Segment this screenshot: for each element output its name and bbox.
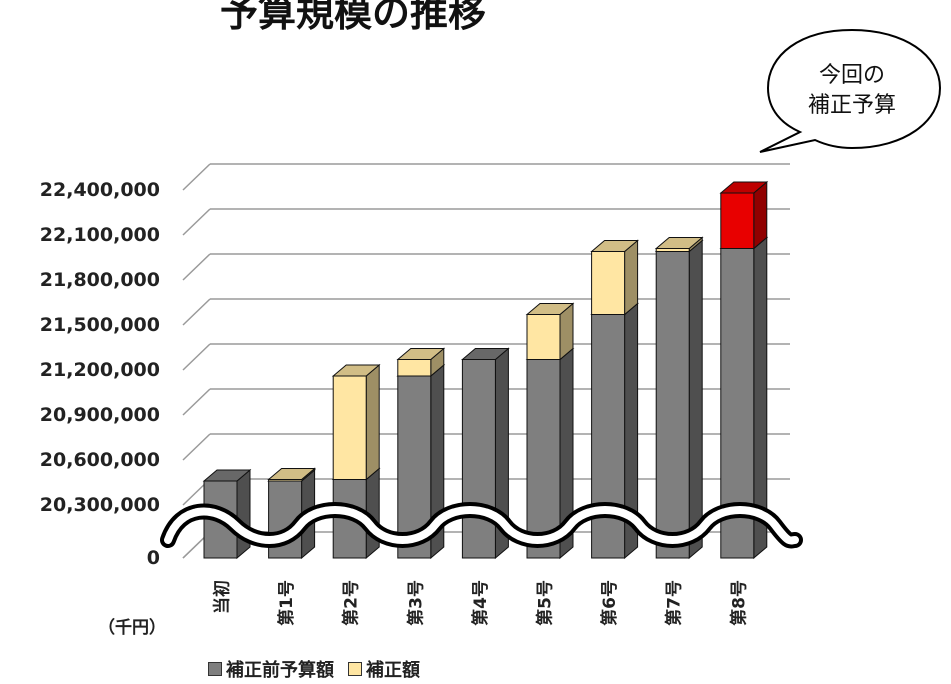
legend-item-base: 補正前予算額	[208, 656, 334, 682]
gridline-side	[182, 253, 211, 281]
bar-added	[591, 251, 626, 315]
x-tick-label: 第7号	[664, 580, 685, 626]
bar-base-side	[688, 239, 703, 560]
gridline-side	[182, 163, 211, 191]
legend-label-added: 補正額	[366, 660, 420, 681]
bar-base-side	[236, 468, 251, 560]
x-tick-label: 第1号	[276, 580, 297, 626]
bar-added	[268, 479, 303, 482]
legend-swatch-base	[208, 662, 222, 676]
legend-item-added: 補正額	[348, 656, 420, 682]
gridline-side	[182, 343, 211, 371]
y-tick-label: 21,500,000	[40, 314, 160, 336]
y-tick-label: 20,900,000	[40, 404, 160, 426]
legend-swatch-added	[348, 662, 362, 676]
bar-added-side	[365, 363, 380, 481]
bar-base	[655, 251, 690, 559]
chart-legend: 補正前予算額 補正額	[208, 656, 420, 682]
y-tick-label: 21,800,000	[40, 269, 160, 291]
gridline-side	[182, 208, 211, 236]
x-tick-label: 第8号	[728, 580, 749, 626]
bar-base	[461, 359, 496, 559]
bar-added-side	[624, 239, 639, 316]
chart-title: 予算規模の推移	[220, 0, 487, 35]
bar-added	[332, 375, 367, 480]
bar-added	[397, 359, 432, 377]
y-tick-label: 22,400,000	[40, 179, 160, 201]
gridline-side	[182, 298, 211, 326]
x-tick-label: 第6号	[599, 580, 620, 626]
bar-base	[591, 314, 626, 559]
x-tick-label: 第4号	[470, 580, 491, 626]
unit-label: （千円）	[98, 618, 166, 638]
y-tick-label: 20,300,000	[40, 494, 160, 516]
x-tick-label: 当初	[212, 580, 233, 614]
bar-added	[526, 314, 561, 360]
callout-line-2: 補正予算	[808, 93, 896, 118]
legend-label-base: 補正前予算額	[226, 660, 334, 681]
y-tick-label: 22,100,000	[40, 224, 160, 246]
y-tick-label: 20,600,000	[40, 449, 160, 471]
bar-base	[526, 359, 561, 559]
axis-break	[164, 506, 799, 545]
callout-bubble	[759, 28, 942, 153]
bar-added	[720, 192, 755, 249]
bar-added	[655, 248, 690, 252]
x-tick-label: 第5号	[535, 580, 556, 626]
x-tick-label: 第3号	[405, 580, 426, 626]
x-tick-label: 第2号	[341, 580, 362, 626]
gridline-side	[182, 433, 211, 461]
y-tick-label: 21,200,000	[40, 359, 160, 381]
callout-line-1: 今回の	[819, 63, 885, 88]
y-tick-label: 0	[147, 547, 160, 569]
gridline-side	[182, 388, 211, 416]
